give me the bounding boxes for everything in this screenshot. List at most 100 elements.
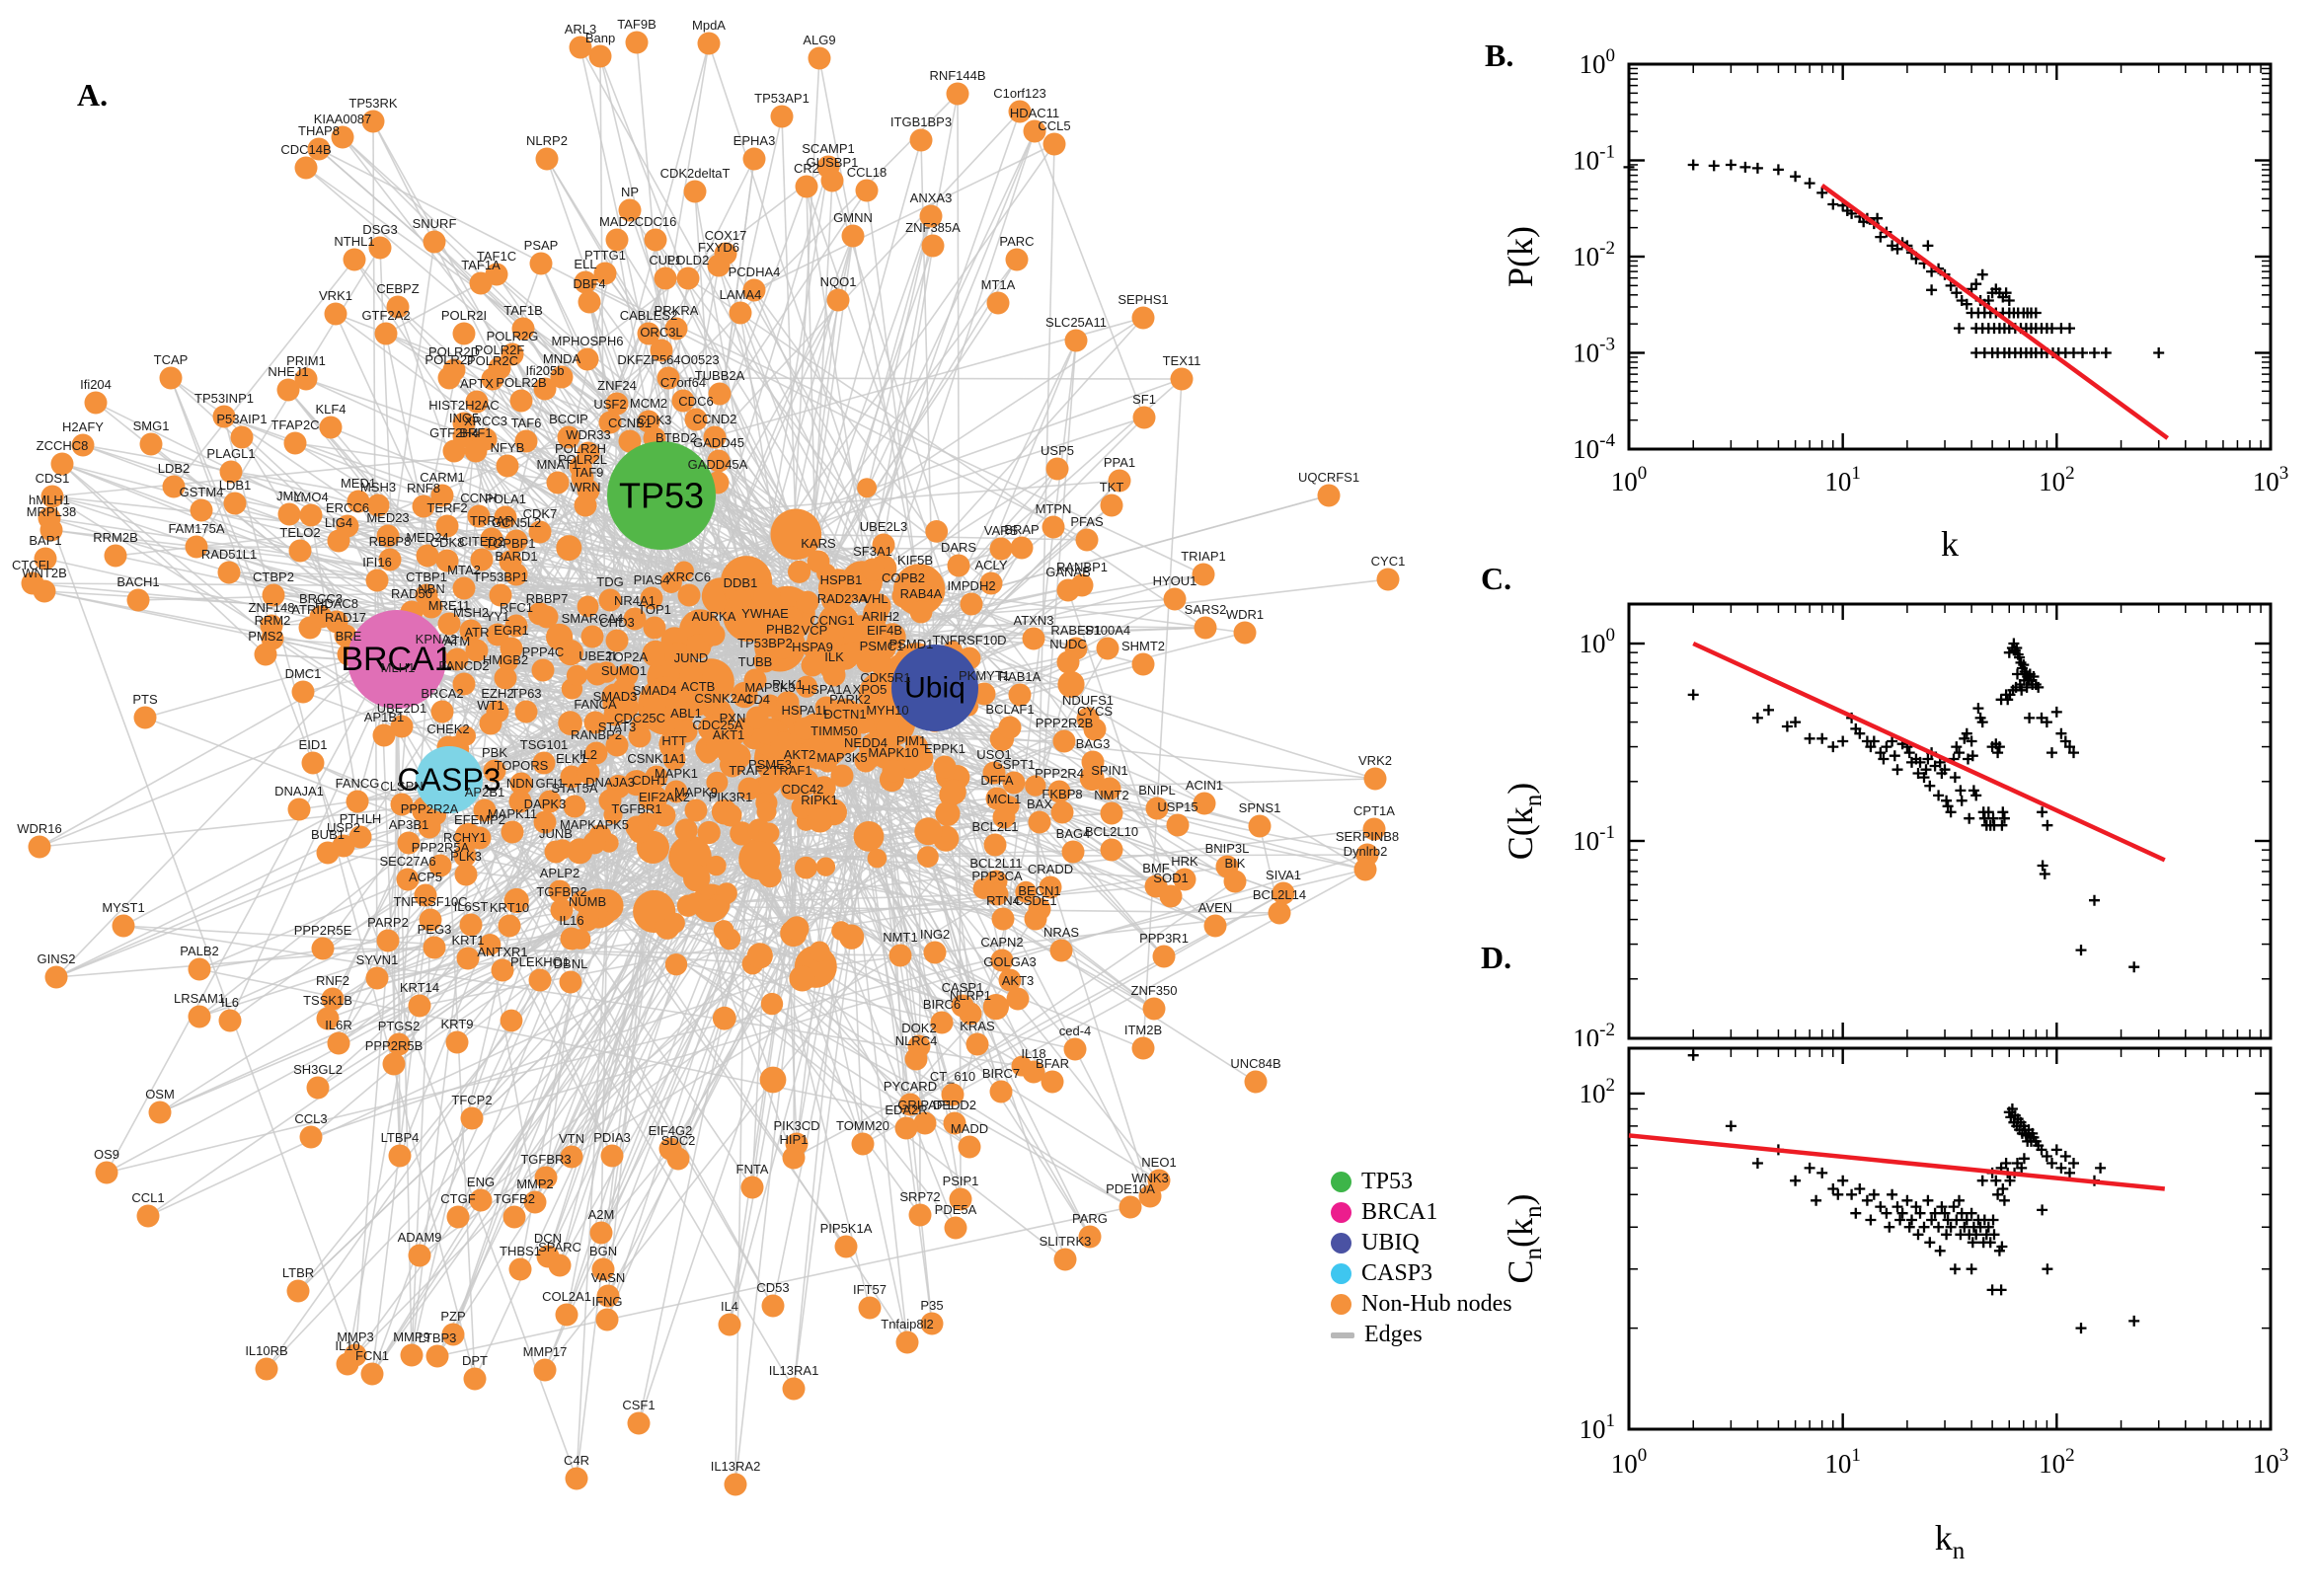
node-label: GTF2A2: [361, 308, 410, 323]
non-hub-node: [583, 832, 606, 855]
node-label: PEG3: [418, 922, 452, 937]
non-hub-node: [664, 913, 685, 934]
non-hub-node: [446, 1031, 469, 1054]
node-label: TGFB2: [494, 1191, 535, 1206]
node-label: IL13RA2: [711, 1459, 761, 1474]
axis-tick-label: 10-2: [1573, 238, 1615, 271]
node-label: POLR2C: [467, 353, 518, 368]
node-label: PPA1: [1104, 455, 1135, 470]
non-hub-node: [295, 157, 318, 180]
node-label: TKT: [1100, 480, 1124, 494]
node-label: CSF1: [622, 1398, 655, 1412]
node-label: BARD1: [495, 549, 537, 564]
node-label: BRE: [336, 629, 362, 644]
node-label: IL6: [221, 995, 239, 1010]
node-label: FKBP8: [1042, 787, 1082, 801]
node-label: NTHL1: [334, 234, 374, 249]
node-label: YWHAE: [741, 606, 789, 621]
non-hub-node: [1132, 653, 1155, 676]
non-hub-node: [284, 432, 307, 455]
non-hub-node: [536, 606, 559, 629]
axis-ticks: [1629, 64, 2271, 449]
node-label: NEO1: [1141, 1155, 1176, 1170]
node-label: ZNF350: [1131, 983, 1178, 998]
node-label: POLR2B: [496, 375, 546, 390]
node-label: GANAB: [1045, 565, 1091, 579]
non-hub-node: [842, 225, 865, 248]
non-hub-node: [924, 942, 947, 964]
non-hub-node: [1204, 915, 1227, 938]
node-label: CSNK1A1: [627, 751, 685, 766]
non-hub-node: [797, 591, 819, 614]
node-label: NUDC: [1049, 637, 1087, 651]
non-hub-node: [1224, 871, 1247, 893]
node-label: MAPK1: [655, 766, 698, 781]
non-hub-node: [1042, 1071, 1064, 1094]
node-label: JUNB: [539, 826, 573, 841]
non-hub-node: [1006, 249, 1029, 271]
node-label: PTS: [132, 692, 158, 707]
node-label: FANCG: [336, 776, 380, 791]
node-label: DDB1: [724, 575, 758, 590]
node-label: PSIP1: [943, 1174, 979, 1188]
node-color-dot-icon: [1331, 1263, 1351, 1284]
node-label: CDC6: [678, 394, 713, 409]
node-label: TRAF2: [729, 763, 769, 778]
node-label: COPB2: [882, 570, 925, 585]
node-label: NP: [621, 185, 639, 199]
node-label: IL16: [559, 913, 583, 928]
non-hub-node: [948, 555, 970, 577]
node-label: PIP5K1A: [820, 1221, 873, 1236]
node-label: MPHOSPH6: [552, 334, 624, 348]
node-label: PIAS4: [634, 572, 670, 587]
node-label: KIF5B: [897, 553, 933, 568]
node-label: MpdA: [692, 18, 726, 33]
non-hub-node: [589, 45, 612, 68]
non-hub-node: [1097, 638, 1119, 660]
non-hub-node: [556, 1304, 579, 1327]
legend-label: UBIQ: [1361, 1230, 1420, 1256]
legend-label: CASP3: [1361, 1260, 1432, 1287]
node-label: BFAR: [1036, 1056, 1069, 1071]
node-label: BCL2L10: [1085, 824, 1138, 839]
node-label: PPP3CA: [971, 869, 1023, 883]
node-label: DBNL: [554, 956, 588, 971]
node-label: APLP2: [540, 866, 579, 880]
non-hub-node: [856, 180, 879, 202]
node-label: CAPN2: [980, 935, 1023, 950]
non-hub-node: [1364, 768, 1387, 791]
node-label: PDE5A: [935, 1202, 977, 1217]
node-label: IMPDH2: [947, 578, 995, 593]
node-label: BNIPL: [1138, 783, 1176, 798]
node-label: SLITRK3: [1040, 1234, 1092, 1249]
node-label: PPP3R1: [1139, 931, 1189, 946]
node-label: TP53BP1: [473, 570, 528, 584]
non-hub-node: [706, 856, 726, 875]
node-color-dot-icon: [1331, 1172, 1351, 1192]
non-hub-node: [1076, 529, 1099, 552]
non-hub-node: [1132, 1037, 1155, 1060]
plot-frame: [1629, 1048, 2271, 1429]
non-hub-node: [783, 1147, 806, 1170]
node-label: DPT: [462, 1353, 488, 1368]
non-hub-node: [796, 176, 818, 198]
node-label: BACH1: [116, 574, 159, 589]
node-label: TCAP: [154, 352, 189, 367]
node-label: RTN4: [986, 893, 1020, 908]
non-hub-node: [317, 842, 340, 865]
node-label: BGN: [589, 1244, 617, 1258]
non-hub-node: [910, 601, 933, 624]
axis-tick-label: 102: [2039, 1445, 2075, 1479]
node-label: SPNS1: [1239, 800, 1281, 815]
node-label: FANCA: [574, 697, 617, 712]
node-label: APTX: [460, 376, 494, 391]
non-hub-node: [966, 1033, 989, 1056]
plot-frame: [1629, 64, 2271, 449]
non-hub-node: [137, 1205, 160, 1228]
non-hub-node: [1245, 1071, 1268, 1094]
node-label: CYC1: [1371, 554, 1406, 569]
node-label: GADD45A: [688, 457, 748, 472]
axis-tick-label: 100: [1611, 463, 1648, 496]
non-hub-node: [373, 724, 396, 747]
